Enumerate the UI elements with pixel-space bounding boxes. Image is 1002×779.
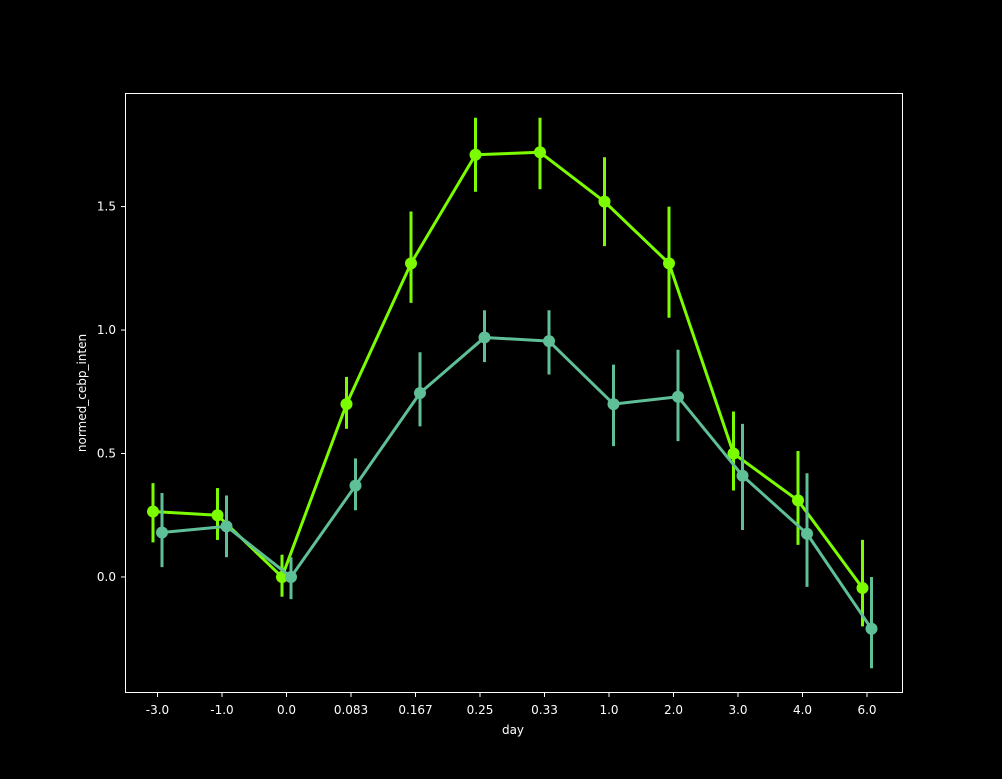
- data-point: [405, 257, 417, 270]
- data-point: [534, 146, 546, 159]
- x-tick-label: 2.0: [664, 703, 683, 717]
- x-tick-label: 0.083: [334, 703, 368, 717]
- data-point: [478, 331, 491, 344]
- x-tick-label: 0.167: [398, 703, 432, 717]
- x-tick-label: -3.0: [146, 703, 169, 717]
- data-point: [736, 469, 749, 482]
- y-axis: 0.0 0.5 1.0 1.5: [97, 200, 125, 584]
- data-point: [156, 526, 168, 539]
- y-tick-label: 0.0: [97, 570, 116, 584]
- data-point: [856, 582, 869, 595]
- x-tick-label: 3.0: [728, 703, 747, 717]
- series-line: [152, 150, 864, 589]
- x-axis: -3.0 -1.0 0.0 0.083 0.167 0.25 0.33 1.0 2.0 3.0 4.…: [146, 693, 877, 717]
- x-tick-label: 0.0: [277, 703, 296, 717]
- plot-area-frame: [125, 93, 903, 693]
- x-tick-label: 0.33: [531, 703, 558, 717]
- chart-marks: [147, 117, 878, 669]
- x-axis-label: day: [502, 723, 524, 737]
- data-point: [285, 570, 297, 583]
- y-tick-label: 1.0: [97, 323, 116, 337]
- data-point: [340, 398, 353, 411]
- data-point: [211, 509, 224, 522]
- x-tick-label: 1.0: [599, 703, 618, 717]
- series-2: [156, 310, 878, 669]
- data-point: [792, 494, 804, 507]
- data-point: [607, 398, 620, 411]
- data-point: [727, 447, 740, 460]
- x-tick-label: -1.0: [210, 703, 233, 717]
- data-point: [598, 195, 611, 208]
- data-point: [414, 387, 426, 399]
- data-point: [220, 520, 233, 533]
- data-point: [663, 257, 675, 270]
- x-tick-label: 0.25: [467, 703, 494, 717]
- data-point: [801, 527, 813, 540]
- y-axis-label: normed_cebp_inten: [75, 334, 89, 452]
- series-1: [147, 117, 869, 627]
- x-tick-label: 6.0: [857, 703, 876, 717]
- data-point: [469, 148, 482, 161]
- data-point: [349, 479, 362, 492]
- data-point: [543, 335, 555, 348]
- data-point: [865, 622, 878, 635]
- x-tick-label: 4.0: [793, 703, 812, 717]
- series-line: [161, 335, 873, 630]
- data-point: [147, 505, 159, 518]
- y-tick-label: 0.5: [97, 446, 116, 460]
- y-tick-label: 1.5: [97, 200, 116, 214]
- data-point: [672, 390, 684, 403]
